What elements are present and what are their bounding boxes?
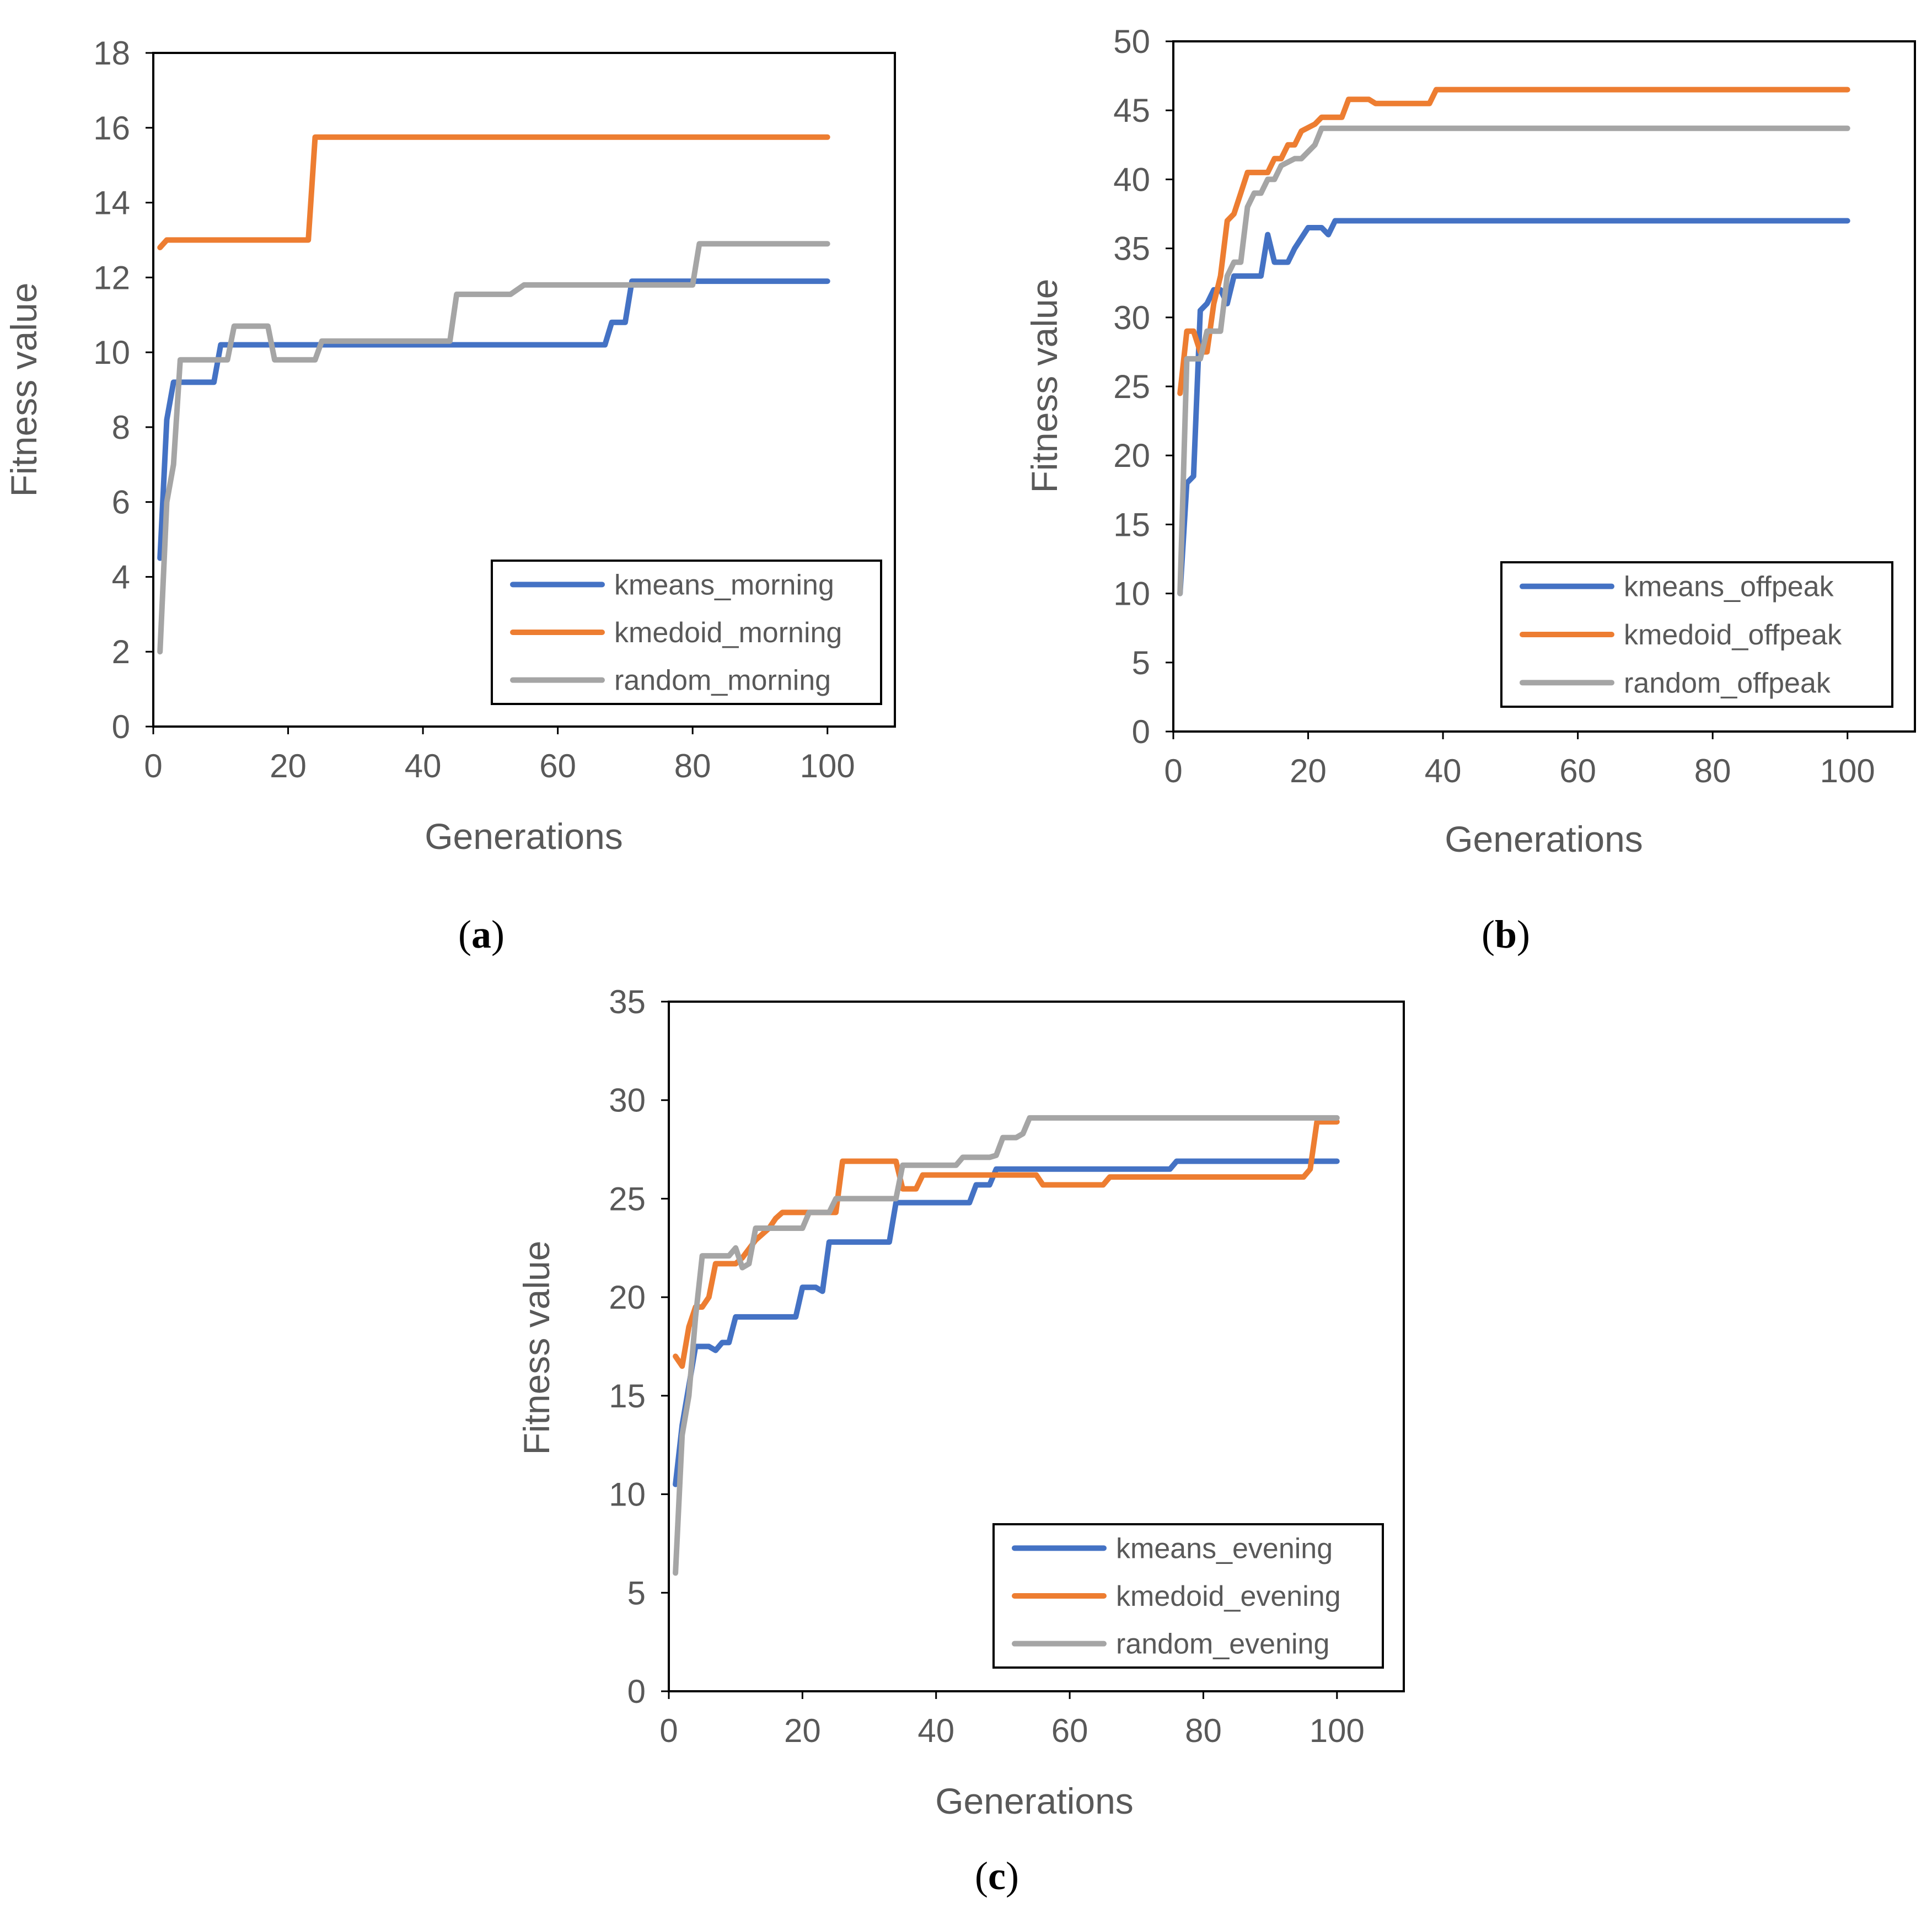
- y-tick-label: 30: [609, 1082, 646, 1119]
- x-axis-title: Generations: [1445, 819, 1643, 859]
- x-tick-label: 20: [270, 748, 307, 784]
- legend: kmeans_offpeak kmedoid_offpeak random_offp…: [1500, 561, 1893, 708]
- x-tick-label: 0: [144, 748, 162, 784]
- y-tick-label: 6: [112, 484, 130, 521]
- caption-close-paren: ): [1517, 912, 1530, 956]
- series-line-kmeans_morning: [157, 278, 830, 561]
- y-tick-label: 35: [609, 983, 646, 1020]
- x-tick-label: 80: [674, 748, 711, 784]
- legend-label-kmeans_evening: kmeans_evening: [1116, 1533, 1333, 1564]
- series-line-kmedoid_offpeak: [1177, 87, 1850, 396]
- x-tick-label: 100: [1820, 752, 1875, 789]
- y-axis-title: Fitness value: [516, 1241, 557, 1455]
- legend-label-kmedoid_evening: kmedoid_evening: [1116, 1580, 1341, 1612]
- y-tick-label: 35: [1113, 230, 1150, 267]
- panel-caption: (c): [975, 1854, 1019, 1898]
- y-tick-label: 14: [93, 185, 130, 222]
- legend-label-random_morning: random_morning: [614, 665, 831, 697]
- caption-close-paren: ): [491, 912, 505, 956]
- x-tick-label: 20: [784, 1712, 821, 1749]
- x-tick-label: 60: [1051, 1712, 1088, 1749]
- caption-letter: a: [471, 912, 491, 956]
- series-line-kmeans_offpeak: [1177, 218, 1850, 596]
- x-tick-label: 0: [659, 1712, 678, 1749]
- y-tick-label: 45: [1113, 92, 1150, 129]
- chart-c: 0 5 10 15 20 25 30 35 0 20 40 60 80 100 Generations Fit…: [516, 983, 1405, 1898]
- x-axis-title: Generations: [935, 1781, 1134, 1821]
- y-tick-label: 10: [93, 334, 130, 371]
- x-tick-label: 0: [1164, 752, 1182, 789]
- legend-label-kmeans_morning: kmeans_morning: [614, 569, 834, 601]
- legend: kmeans_morning kmedoid_morning random_morn…: [491, 560, 882, 705]
- y-tick-label: 0: [627, 1673, 646, 1710]
- series-line-kmedoid_evening: [673, 1119, 1340, 1369]
- series-line-kmeans_evening: [673, 1158, 1340, 1487]
- legend-label-random_evening: random_evening: [1116, 1628, 1329, 1660]
- chart-b: 0 5 10 15 20 25 30 35 40 45 50 0 20 40 60 80 100 Generati…: [1024, 23, 1916, 956]
- y-tick-label: 50: [1113, 23, 1150, 60]
- caption-close-paren: ): [1006, 1854, 1019, 1898]
- x-tick-label: 100: [1310, 1712, 1365, 1749]
- x-tick-label: 60: [539, 748, 576, 784]
- plot-frame: [668, 1001, 1405, 1692]
- y-tick-label: 4: [112, 558, 130, 595]
- y-tick-label: 30: [1113, 299, 1150, 336]
- legend-label-kmeans_offpeak: kmeans_offpeak: [1624, 571, 1834, 603]
- y-tick-label: 2: [112, 633, 130, 670]
- legend: kmeans_evening kmedoid_evening random_even…: [992, 1523, 1384, 1669]
- y-tick-label: 12: [93, 259, 130, 296]
- legend-label-kmedoid_offpeak: kmedoid_offpeak: [1624, 619, 1842, 651]
- y-tick-label: 16: [93, 110, 130, 147]
- plot-frame: [152, 52, 896, 728]
- x-tick-label: 20: [1290, 752, 1327, 789]
- y-tick-label: 0: [112, 708, 130, 745]
- x-tick-label: 60: [1559, 752, 1596, 789]
- x-axis-title: Generations: [425, 816, 623, 857]
- caption-open-paren: (: [975, 1854, 988, 1898]
- caption-open-paren: (: [458, 912, 471, 956]
- legend-label-kmedoid_morning: kmedoid_morning: [614, 617, 842, 649]
- panel-caption: (b): [1482, 912, 1530, 956]
- panel-caption: (a): [458, 912, 505, 956]
- y-tick-label: 15: [1113, 506, 1150, 543]
- legend-label-random_offpeak: random_offpeak: [1624, 667, 1831, 699]
- y-tick-label: 10: [1113, 576, 1150, 612]
- chart-a: 0 2 4 6 8 10 12 14 16 18 0 20 40 60 80 100 Generations Fi…: [3, 35, 896, 956]
- y-tick-label: 25: [609, 1180, 646, 1217]
- y-tick-label: 10: [609, 1476, 646, 1513]
- y-tick-label: 25: [1113, 368, 1150, 405]
- y-axis-title: Fitness value: [3, 283, 44, 497]
- y-axis-title: Fitness value: [1024, 279, 1065, 493]
- x-tick-label: 40: [405, 748, 442, 784]
- x-tick-label: 80: [1694, 752, 1731, 789]
- x-tick-label: 40: [1425, 752, 1462, 789]
- y-tick-label: 5: [627, 1574, 646, 1611]
- y-tick-label: 18: [93, 35, 130, 72]
- y-tick-label: 20: [1113, 437, 1150, 474]
- caption-open-paren: (: [1482, 912, 1495, 956]
- y-tick-label: 15: [609, 1378, 646, 1415]
- x-tick-label: 100: [800, 748, 855, 784]
- caption-letter: c: [988, 1854, 1006, 1898]
- x-tick-label: 40: [917, 1712, 954, 1749]
- x-tick-label: 80: [1185, 1712, 1222, 1749]
- y-tick-label: 40: [1113, 161, 1150, 198]
- y-tick-label: 8: [112, 409, 130, 446]
- y-tick-label: 5: [1132, 644, 1150, 681]
- y-tick-label: 20: [609, 1279, 646, 1316]
- series-line-random_offpeak: [1177, 125, 1850, 596]
- caption-letter: b: [1495, 912, 1517, 956]
- series-line-random_morning: [157, 241, 830, 655]
- series-line-random_evening: [673, 1115, 1340, 1576]
- y-tick-label: 0: [1132, 713, 1150, 750]
- series-line-kmedoid_morning: [157, 134, 830, 250]
